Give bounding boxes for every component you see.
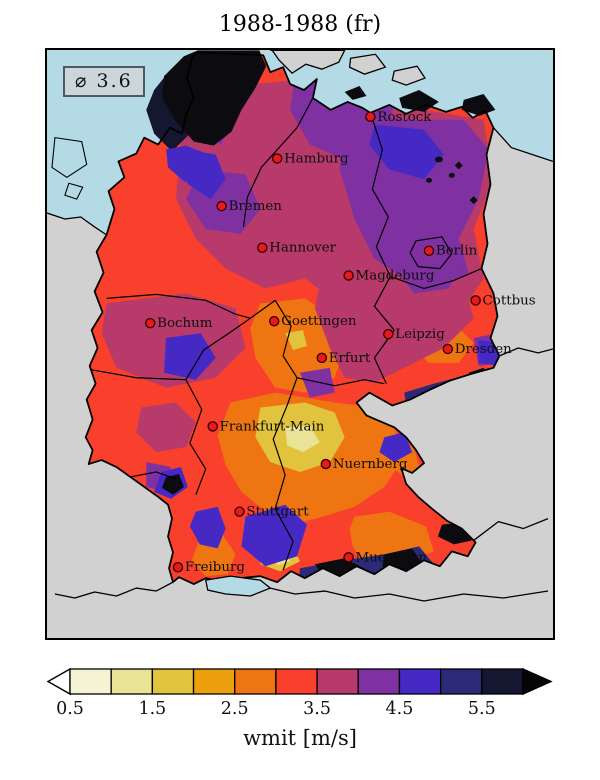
city-marker [257,242,268,254]
colorbar-under-arrow [46,667,71,696]
lake-bodensee [204,575,272,597]
colorbar-tick: 5.5 [467,699,496,719]
city-label: Bremen [229,199,283,214]
city-marker [144,317,156,329]
colorbar-segment [357,668,401,695]
city-label: Goettingen [281,314,357,329]
colorbar-segment [151,668,195,695]
colorbar-segment [439,668,483,695]
city-marker [470,295,481,306]
city-marker [271,153,283,164]
city-label: Hannover [269,241,336,256]
colorbar-segment [481,668,524,695]
city-label: Erfurt [329,351,371,366]
denmark-land [270,50,427,86]
colorbar-label: wmit [m/s] [243,726,357,750]
city-marker [216,200,227,212]
colorbar-ticks: 0.5 1.5 2.5 3.5 4.5 5.5 [45,699,555,721]
state-borders [91,97,482,571]
colorbar-tick: 2.5 [220,699,249,719]
colorbar-tick: 4.5 [385,699,414,719]
city-marker [423,245,435,256]
colorbar [45,667,555,696]
city-label: Freiburg [185,560,245,575]
city-marker [320,458,332,470]
city-label: Bochum [157,316,213,331]
colorbar-segment [398,668,442,695]
colorbar-segment [69,668,112,695]
country-borders [84,51,501,585]
average-badge: ⌀ 3.6 [63,66,145,97]
city-label: Rostock [377,110,432,125]
colorbar-tick: 3.5 [303,699,331,719]
city-marker [343,552,354,563]
colorbar-tick: 0.5 [56,699,84,719]
city-marker [442,343,454,355]
city-label: Cottbus [483,293,536,308]
city-label: Leipzig [395,327,445,342]
colorbar-tick: 1.5 [138,699,167,719]
city-label: Nuernberg [333,457,408,472]
colorbar-svg [46,667,553,696]
city-marker [172,561,184,573]
city-marker [316,352,328,364]
foreign-borders [47,127,553,602]
station-markers: Rostock Hamburg Bremen Hannover BerlinMagdeb… [144,110,536,575]
colorbar-segment [192,668,236,695]
colorbar-segment [316,668,359,695]
city-label: Berlin [436,244,478,259]
city-label: Dresden [455,342,512,357]
colorbar-over-arrow [522,667,553,696]
city-marker [365,111,376,123]
germany-contour-map: Rostock Hamburg Bremen Hannover Berlin Magdeb… [45,48,555,640]
colorbar-segment [275,668,318,695]
city-label: Muenchen [356,550,428,565]
city-label: Stuttgart [246,505,309,520]
city-marker [207,421,218,432]
city-marker [268,315,280,327]
city-marker [383,328,394,340]
city-marker [234,506,245,517]
city-label: Hamburg [284,151,349,166]
page-title: 1988-1988 (fr) [218,12,382,37]
city-marker [343,270,354,281]
colorbar-segment [110,668,154,695]
city-label: Magdeburg [356,269,435,284]
city-label: Frankfurt-Main [220,419,325,434]
colorbar-segment [234,668,277,695]
map-svg: Rostock Hamburg Bremen Hannover BerlinMagdeb… [47,50,553,602]
